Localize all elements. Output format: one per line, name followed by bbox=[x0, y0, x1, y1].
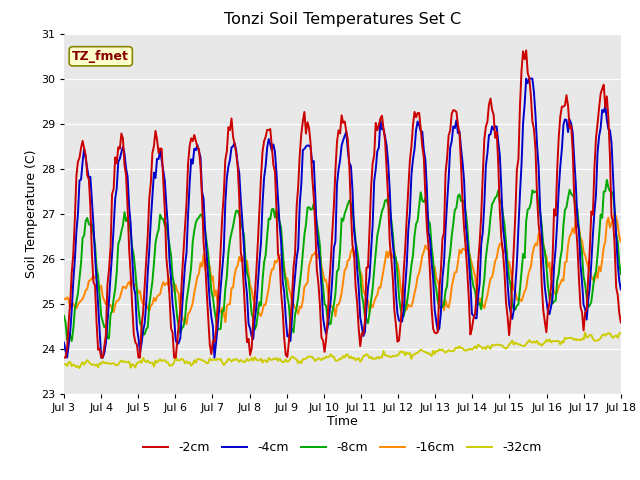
X-axis label: Time: Time bbox=[327, 415, 358, 429]
Legend: -2cm, -4cm, -8cm, -16cm, -32cm: -2cm, -4cm, -8cm, -16cm, -32cm bbox=[138, 436, 547, 459]
Y-axis label: Soil Temperature (C): Soil Temperature (C) bbox=[25, 149, 38, 278]
Text: TZ_fmet: TZ_fmet bbox=[72, 50, 129, 63]
Title: Tonzi Soil Temperatures Set C: Tonzi Soil Temperatures Set C bbox=[224, 12, 461, 27]
